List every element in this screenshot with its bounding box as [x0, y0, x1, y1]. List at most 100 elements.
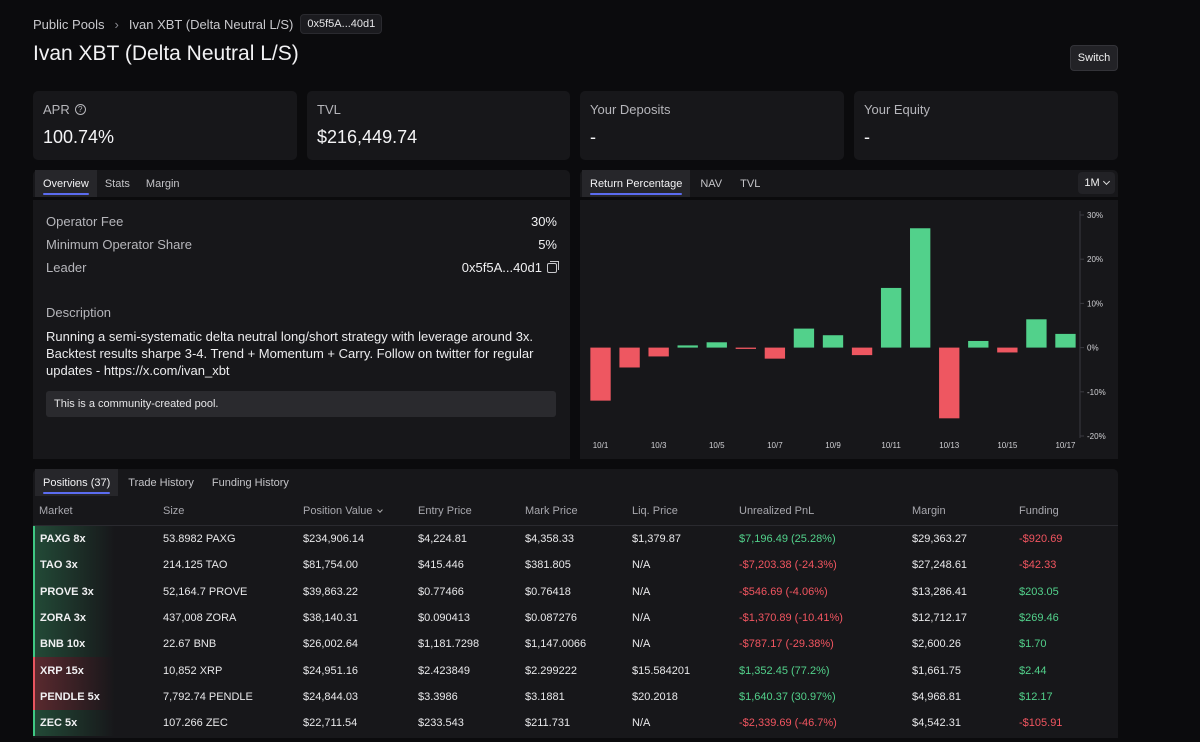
your-deposits-value: -	[590, 127, 596, 147]
value-cell: $39,863.22	[303, 585, 359, 598]
table-row[interactable]: PAXG 8x 53.8982 PAXG $234,906.14 $4,224.81 $…	[33, 526, 1118, 553]
entry-cell: $415.446	[418, 559, 464, 572]
apr-card: APR? 100.74%	[33, 91, 297, 160]
table-row[interactable]: XRP 15x 10,852 XRP $24,951.16 $2.423849 $2.2…	[33, 657, 1118, 684]
breadcrumb: Public Pools › Ivan XBT (Delta Neutral L…	[33, 13, 383, 35]
margin-cell: $2,600.26	[912, 638, 961, 651]
table-row[interactable]: TAO 3x 214.125 TAO $81,754.00 $415.446 $381.…	[33, 552, 1118, 579]
bar-10-8	[793, 328, 815, 348]
chevron-right-icon: ›	[114, 16, 119, 32]
funding-cell: -$920.69	[1019, 533, 1063, 546]
col-margin[interactable]: Margin	[912, 505, 946, 517]
mark-cell: $381.805	[525, 559, 571, 572]
overview-tabbar: Overview Stats Margin	[33, 170, 570, 197]
x-tick-label: 10/1	[593, 441, 609, 450]
table-row[interactable]: ZORA 3x 437,008 ZORA $38,140.31 $0.090413 $0…	[33, 604, 1118, 632]
liq-cell: $20.2018	[632, 690, 678, 703]
bar-10-1	[590, 347, 611, 401]
value-cell: $24,844.03	[303, 690, 359, 703]
market-cell[interactable]: PAXG 8x	[33, 526, 115, 553]
y-tick-label: 30%	[1087, 211, 1103, 220]
table-row[interactable]: BNB 10x 22.67 BNB $26,002.64 $1,181.7298 $1,…	[33, 631, 1118, 658]
value-cell: $234,906.14	[303, 533, 365, 546]
tab-funding-history[interactable]: Funding History	[211, 476, 289, 489]
margin-cell: $4,968.81	[912, 690, 961, 703]
bar-10-12	[910, 228, 931, 348]
market-cell[interactable]: PENDLE 5x	[33, 683, 115, 711]
pnl-cell: -$2,339.69 (-46.7%)	[739, 717, 837, 730]
info-icon[interactable]: ?	[74, 104, 86, 115]
bar-10-2	[619, 347, 640, 368]
col-market[interactable]: Market	[39, 505, 73, 517]
copy-icon[interactable]	[547, 260, 559, 273]
market-cell[interactable]: PROVE 3x	[33, 578, 115, 605]
tab-overview[interactable]: Overview	[35, 170, 97, 197]
liq-cell: $15.584201	[632, 664, 691, 677]
bar-10-16	[1026, 319, 1047, 348]
col-funding[interactable]: Funding	[1019, 505, 1059, 517]
funding-cell: $1.70	[1019, 638, 1047, 651]
value-cell: $22,711.54	[303, 717, 358, 730]
table-row[interactable]: ZEC 5x 107.266 ZEC $22,711.54 $233.543 $211.…	[33, 710, 1118, 737]
liq-cell: N/A	[632, 717, 651, 730]
margin-cell: $4,542.31	[912, 717, 961, 730]
size-cell: 107.266 ZEC	[163, 717, 228, 730]
x-tick-label: 10/11	[881, 441, 901, 450]
table-row[interactable]: PENDLE 5x 7,792.74 PENDLE $24,844.03 $3.398…	[33, 683, 1118, 711]
market-cell[interactable]: ZORA 3x	[33, 604, 115, 632]
value-cell: $26,002.64	[303, 638, 359, 651]
table-row[interactable]: PROVE 3x 52,164.7 PROVE $39,863.22 $0.77466…	[33, 578, 1118, 605]
tab-trade-history[interactable]: Trade History	[128, 476, 194, 489]
margin-cell: $12,712.17	[912, 612, 968, 625]
col-liq-price[interactable]: Liq. Price	[632, 505, 678, 517]
market-cell[interactable]: TAO 3x	[33, 552, 115, 579]
tab-nav[interactable]: NAV	[700, 177, 723, 190]
page-title: Ivan XBT (Delta Neutral L/S)	[33, 42, 299, 65]
mark-cell: $211.731	[525, 717, 571, 730]
bar-10-3	[648, 347, 669, 357]
entry-cell: $4,224.81	[418, 533, 467, 546]
funding-cell: $269.46	[1019, 612, 1059, 625]
liq-cell: $1,379.87	[632, 533, 681, 546]
size-cell: 10,852 XRP	[163, 664, 223, 677]
tab-tvl[interactable]: TVL	[740, 177, 761, 190]
tab-margin[interactable]: Margin	[145, 177, 180, 190]
liq-cell: N/A	[632, 559, 651, 572]
col-unrealized-pnl[interactable]: Unrealized PnL	[739, 505, 815, 517]
leader-address[interactable]: 0x5f5A...40d1	[461, 260, 542, 275]
market-cell[interactable]: BNB 10x	[33, 631, 115, 658]
col-entry-price[interactable]: Entry Price	[418, 505, 472, 517]
market-cell[interactable]: ZEC 5x	[33, 710, 115, 737]
pnl-cell: -$546.69 (-4.06%)	[739, 585, 828, 598]
col-position-value[interactable]: Position Value	[303, 497, 383, 525]
size-cell: 52,164.7 PROVE	[163, 585, 248, 598]
entry-cell: $3.3986	[418, 690, 458, 703]
switch-button[interactable]: Switch	[1070, 45, 1118, 71]
chart-panel: 30% 20% 10% 0% -10% -20% 10/1 10/3 10/5 10/7 10/9 1…	[580, 200, 1118, 459]
tab-return-percentage[interactable]: Return Percentage	[582, 170, 691, 197]
pnl-cell: -$787.17 (-29.38%)	[739, 638, 834, 651]
x-tick-label: 10/13	[939, 441, 960, 450]
pnl-cell: $1,640.37 (30.97%)	[739, 690, 836, 703]
breadcrumb-current[interactable]: Ivan XBT (Delta Neutral L/S)	[128, 16, 294, 32]
range-select[interactable]: 1M	[1078, 172, 1115, 194]
entry-cell: $233.543	[418, 717, 464, 730]
y-tick-label: 20%	[1087, 255, 1103, 264]
y-tick-label: -10%	[1087, 388, 1106, 397]
your-equity-label: Your Equity	[864, 102, 931, 117]
tab-stats[interactable]: Stats	[104, 177, 130, 190]
positions-table: Market Size Position Value Entry Price M…	[33, 497, 1118, 737]
tab-positions[interactable]: Positions (37)	[35, 469, 119, 496]
description-text: Running a semi-systematic delta neutral …	[46, 329, 534, 378]
market-cell[interactable]: XRP 15x	[33, 657, 115, 684]
size-cell: 53.8982 PAXG	[163, 533, 236, 546]
table-header: Market Size Position Value Entry Price M…	[33, 497, 1118, 526]
breadcrumb-root-link[interactable]: Public Pools	[33, 16, 105, 32]
liq-cell: N/A	[632, 585, 651, 598]
col-mark-price[interactable]: Mark Price	[525, 505, 578, 517]
chart-tabbar: Return Percentage NAV TVL	[580, 170, 1118, 197]
pool-address-chip[interactable]: 0x5f5A...40d1	[300, 14, 383, 34]
size-cell: 22.67 BNB	[163, 638, 217, 651]
min-operator-share-label: Minimum Operator Share	[46, 237, 192, 252]
col-size[interactable]: Size	[163, 505, 185, 517]
